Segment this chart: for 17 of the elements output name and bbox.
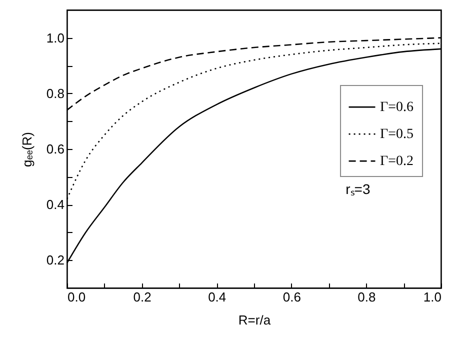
y-tick-label: 0.4	[46, 197, 64, 212]
x-tick-label: 0.4	[208, 290, 226, 304]
y-axis-title: gₑₑ(R)	[19, 132, 34, 167]
x-tick-label: 1.0	[423, 290, 442, 304]
y-tick-label: 1.0	[46, 30, 64, 46]
x-axis-title: R=r/a	[238, 312, 272, 328]
y-tick-label: 0.8	[46, 86, 64, 101]
x-tick-label: 0.0	[68, 290, 86, 304]
y-tick-label: 0.6	[46, 142, 64, 156]
legend-label: Γ=0.5	[380, 127, 414, 142]
legend-label: Γ=0.2	[380, 154, 414, 170]
annotation: rₛ=3	[346, 181, 370, 198]
y-tick-label: 0.2	[46, 252, 64, 268]
x-tick-label: 0.6	[282, 290, 301, 304]
x-tick-label: 0.2	[133, 290, 152, 304]
x-tick-label: 0.8	[358, 290, 376, 304]
legend-label: Γ=0.6	[380, 100, 414, 116]
